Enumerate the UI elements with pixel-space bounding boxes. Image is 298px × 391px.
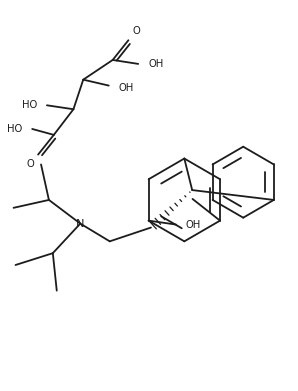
Text: OH: OH (148, 59, 163, 69)
Text: HO: HO (22, 100, 37, 110)
Text: O: O (132, 26, 140, 36)
Text: OH: OH (119, 83, 134, 93)
Text: OH: OH (186, 220, 201, 230)
Text: O: O (27, 158, 34, 169)
Text: HO: HO (7, 124, 22, 134)
Text: N: N (76, 219, 85, 229)
